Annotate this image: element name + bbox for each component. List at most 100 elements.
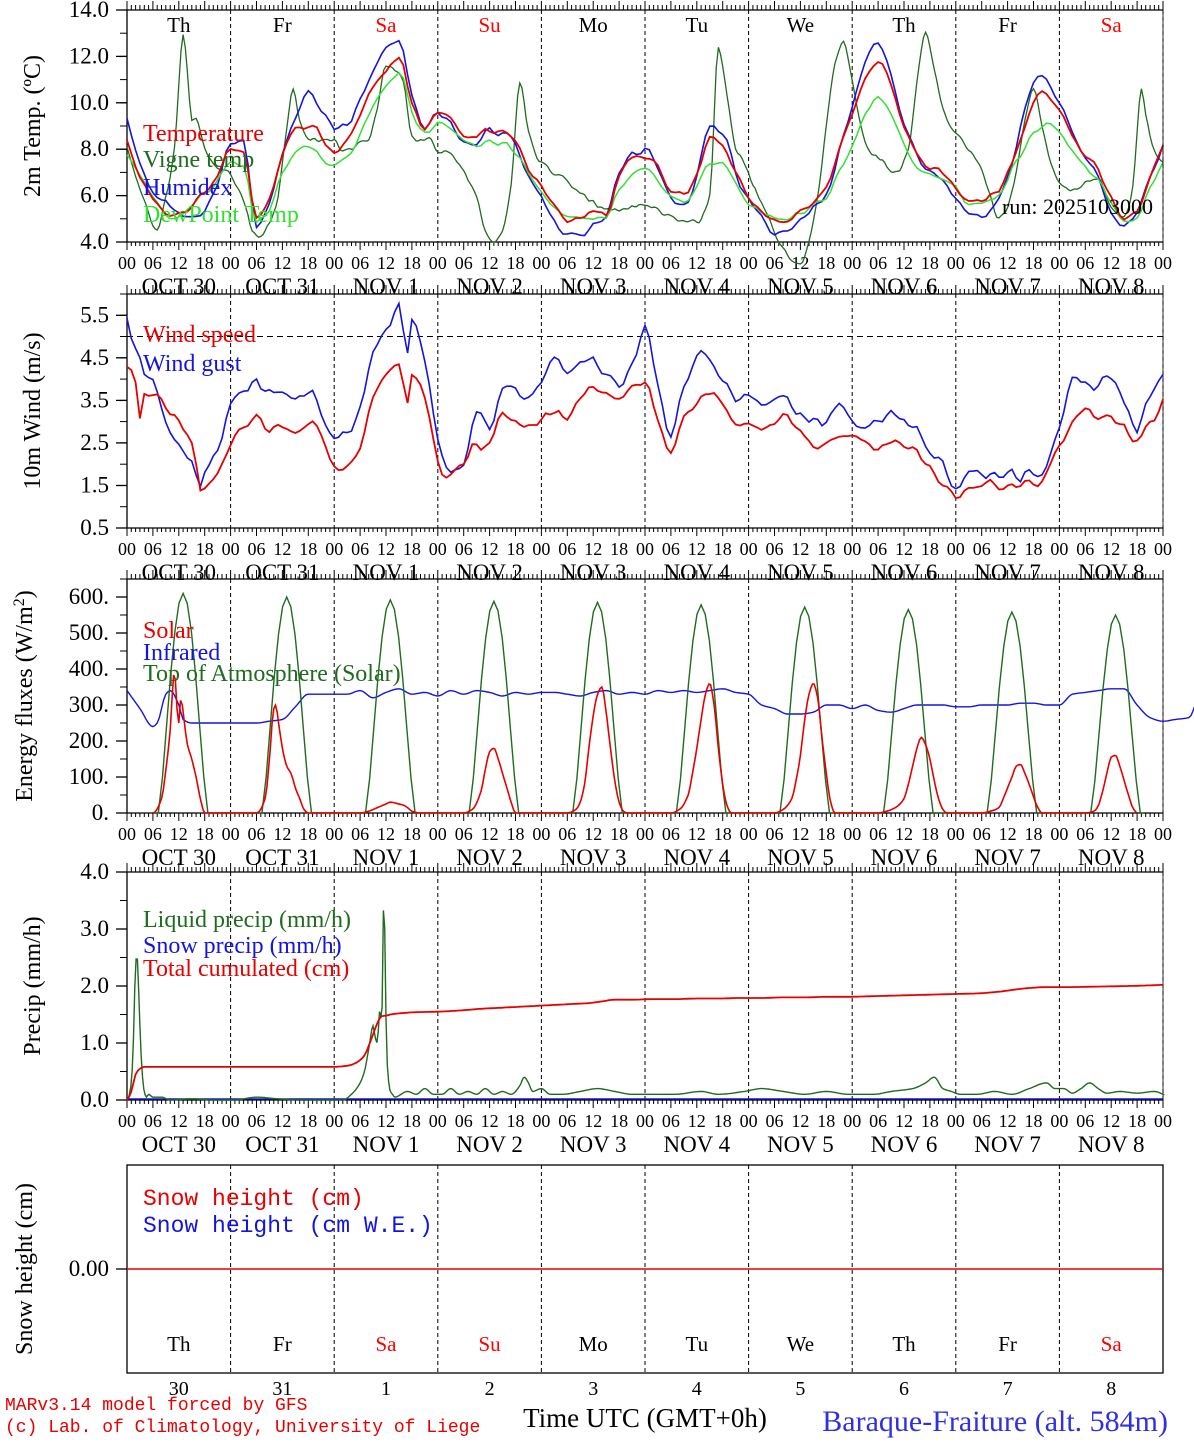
svg-text:Th: Th: [167, 1332, 191, 1356]
svg-text:00: 00: [532, 253, 550, 273]
svg-text:00: 00: [636, 1111, 654, 1131]
svg-text:18: 18: [817, 824, 835, 844]
svg-text:12: 12: [999, 539, 1017, 559]
svg-text:00: 00: [1050, 824, 1068, 844]
svg-text:18: 18: [817, 539, 835, 559]
svg-text:MARv3.14 model forced by GFS: MARv3.14 model forced by GFS: [5, 1396, 307, 1416]
svg-text:18: 18: [714, 824, 732, 844]
svg-text:00: 00: [429, 824, 447, 844]
svg-text:18: 18: [507, 824, 525, 844]
svg-text:18: 18: [507, 1111, 525, 1131]
svg-text:5: 5: [795, 1378, 805, 1400]
svg-text:06: 06: [1076, 824, 1094, 844]
svg-text:We: We: [787, 1332, 814, 1356]
svg-text:18: 18: [196, 539, 214, 559]
svg-text:00: 00: [118, 253, 136, 273]
svg-text:00: 00: [1050, 253, 1068, 273]
svg-text:Tu: Tu: [686, 1332, 709, 1356]
svg-text:00: 00: [222, 824, 240, 844]
svg-text:12: 12: [1102, 1111, 1120, 1131]
svg-text:00: 00: [429, 539, 447, 559]
svg-text:06: 06: [869, 253, 887, 273]
svg-text:4: 4: [692, 1378, 702, 1400]
svg-text:Energy fluxes (W/m2): Energy fluxes (W/m2): [11, 590, 39, 802]
svg-text:06: 06: [455, 539, 473, 559]
svg-text:00: 00: [1154, 1111, 1172, 1131]
svg-text:NOV 6: NOV 6: [871, 1132, 938, 1157]
svg-text:Tu: Tu: [686, 13, 709, 37]
svg-text:12: 12: [999, 1111, 1017, 1131]
svg-text:12: 12: [481, 824, 499, 844]
svg-text:00: 00: [1154, 539, 1172, 559]
svg-text:4.0: 4.0: [80, 859, 109, 884]
svg-text:00: 00: [222, 539, 240, 559]
svg-text:3.5: 3.5: [80, 387, 109, 412]
svg-text:06: 06: [1076, 539, 1094, 559]
svg-text:18: 18: [921, 824, 939, 844]
svg-text:00: 00: [325, 824, 343, 844]
svg-text:00: 00: [325, 1111, 343, 1131]
svg-text:18: 18: [1128, 1111, 1146, 1131]
svg-text:18: 18: [921, 253, 939, 273]
svg-text:00: 00: [740, 253, 758, 273]
svg-text:06: 06: [662, 824, 680, 844]
svg-text:Sa: Sa: [1101, 1332, 1123, 1356]
svg-text:06: 06: [662, 1111, 680, 1131]
svg-text:Mo: Mo: [579, 1332, 608, 1356]
svg-text:00: 00: [1050, 539, 1068, 559]
svg-text:OCT 31: OCT 31: [245, 1132, 319, 1157]
svg-text:00: 00: [429, 253, 447, 273]
svg-text:06: 06: [351, 253, 369, 273]
svg-text:12: 12: [584, 824, 602, 844]
svg-text:06: 06: [144, 253, 162, 273]
svg-text:00: 00: [843, 1111, 861, 1131]
svg-text:300.: 300.: [69, 692, 109, 717]
svg-text:Baraque-Fraiture (alt. 584m): Baraque-Fraiture (alt. 584m): [822, 1405, 1168, 1438]
svg-text:8: 8: [1106, 1378, 1116, 1400]
svg-text:5.5: 5.5: [80, 302, 109, 327]
svg-text:12: 12: [481, 1111, 499, 1131]
svg-text:06: 06: [144, 824, 162, 844]
svg-text:12.0: 12.0: [69, 43, 109, 68]
svg-text:06: 06: [869, 1111, 887, 1131]
svg-text:18: 18: [817, 253, 835, 273]
svg-text:Vigne temp: Vigne temp: [143, 147, 254, 173]
svg-text:00: 00: [1154, 253, 1172, 273]
svg-text:06: 06: [351, 539, 369, 559]
svg-text:12: 12: [1102, 824, 1120, 844]
svg-text:00: 00: [740, 824, 758, 844]
svg-text:06: 06: [766, 539, 784, 559]
svg-text:06: 06: [248, 539, 266, 559]
svg-text:06: 06: [973, 539, 991, 559]
svg-text:18: 18: [921, 1111, 939, 1131]
svg-text:18: 18: [299, 824, 317, 844]
svg-text:12: 12: [377, 1111, 395, 1131]
svg-text:00: 00: [532, 1111, 550, 1131]
svg-text:4.0: 4.0: [80, 229, 109, 254]
svg-text:06: 06: [455, 253, 473, 273]
svg-text:1: 1: [381, 1378, 391, 1400]
svg-text:6: 6: [899, 1378, 909, 1400]
svg-text:18: 18: [1128, 539, 1146, 559]
svg-text:Snow height (cm): Snow height (cm): [143, 1186, 364, 1212]
svg-text:06: 06: [558, 1111, 576, 1131]
svg-text:18: 18: [1025, 824, 1043, 844]
svg-text:4.5: 4.5: [80, 345, 109, 370]
svg-text:1.0: 1.0: [80, 1030, 109, 1055]
svg-text:2.5: 2.5: [80, 430, 109, 455]
svg-text:18: 18: [1128, 253, 1146, 273]
svg-text:12: 12: [688, 1111, 706, 1131]
svg-text:18: 18: [507, 539, 525, 559]
svg-text:18: 18: [714, 1111, 732, 1131]
svg-text:00: 00: [1154, 824, 1172, 844]
svg-text:00: 00: [947, 824, 965, 844]
svg-text:00: 00: [1050, 1111, 1068, 1131]
svg-text:18: 18: [403, 539, 421, 559]
svg-text:18: 18: [403, 1111, 421, 1131]
svg-text:12: 12: [999, 253, 1017, 273]
svg-text:500.: 500.: [69, 620, 109, 645]
svg-text:12: 12: [895, 1111, 913, 1131]
svg-text:00: 00: [843, 539, 861, 559]
svg-text:12: 12: [584, 1111, 602, 1131]
svg-text:Snow height (cm): Snow height (cm): [12, 1183, 38, 1355]
